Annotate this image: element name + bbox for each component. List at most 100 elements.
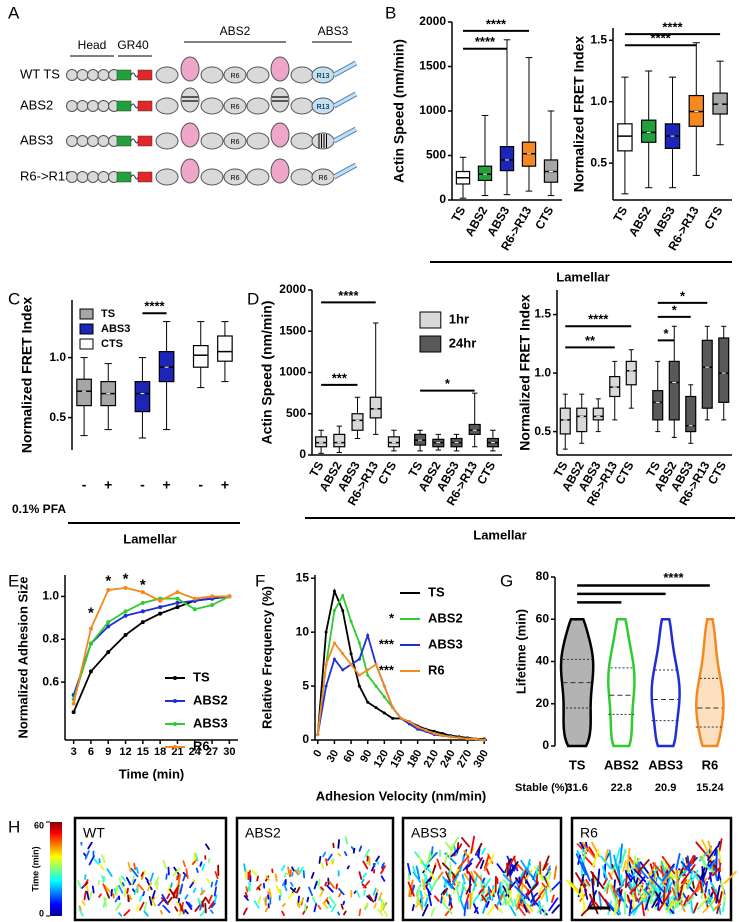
adhesion-streak (416, 886, 421, 904)
adhesion-streak (242, 907, 248, 916)
significance-label: * (445, 376, 451, 391)
adhesion-streak (137, 883, 144, 891)
significance-label: **** (338, 288, 359, 303)
x-tick-label: TS (569, 757, 586, 772)
adhesion-streak (430, 907, 435, 917)
box (468, 423, 481, 435)
y-tick-label: 0 (542, 738, 549, 752)
adhesion-streak (295, 867, 300, 873)
adhesion-streak (194, 904, 201, 912)
point (140, 600, 145, 605)
x-tick-label: CTS (612, 459, 636, 487)
adhesion-streak (302, 869, 306, 879)
adhesion-streak (617, 888, 623, 911)
colorbar-tick-label: 60 (34, 820, 44, 830)
x-axis-label: Adhesion Velocity (nm/min) (316, 788, 486, 803)
adhesion-streak (622, 860, 627, 872)
adhesion-streak (683, 894, 690, 906)
rod-domain (311, 132, 335, 150)
adhesion-streak (580, 885, 586, 908)
adhesion-streak (537, 900, 542, 910)
y-axis-label: Normalized FRET Index (571, 36, 587, 193)
green-domain (116, 171, 132, 183)
adhesion-streak (709, 858, 717, 870)
x-tick-label: 120 (372, 748, 392, 770)
adhesion-streak (541, 882, 547, 889)
adhesion-streak (715, 884, 721, 904)
adhesion-streak (346, 865, 350, 870)
adhesion-streak (376, 859, 380, 865)
adhesion-streak (569, 881, 581, 893)
point (366, 633, 370, 637)
adhesion-streak (678, 898, 686, 913)
adhesion-streak (662, 859, 675, 881)
x-tick-label: TS (449, 204, 469, 224)
adhesion-streak (502, 879, 512, 888)
rod-label: R6 (231, 139, 240, 146)
adhesion-streak (496, 863, 505, 874)
x-tick-label: 27 (206, 746, 218, 758)
adhesion-streak (81, 900, 86, 906)
adhesion-streak (344, 836, 349, 845)
legend-swatch (419, 311, 442, 329)
adhesion-streak (444, 879, 448, 897)
point (140, 609, 145, 614)
adhesion-streak (481, 877, 486, 884)
adhesion-streak (429, 872, 436, 881)
adhesion-streak (618, 887, 622, 896)
x-tick-label: CTS (375, 459, 399, 487)
adhesion-streak (257, 886, 261, 891)
adhesion-streak (185, 901, 193, 910)
red-domain (137, 100, 153, 112)
green-domain (116, 69, 132, 81)
adhesion-streak (436, 858, 442, 870)
point (71, 710, 76, 715)
adhesion-streak (352, 847, 356, 854)
adhesion-streak (323, 897, 329, 905)
x-tick-label: 90 (358, 748, 375, 765)
adhesion-streak (706, 893, 713, 903)
adhesion-streak (175, 887, 179, 899)
adhesion-streak (633, 862, 649, 880)
adhesion-streak (551, 904, 561, 914)
legend-annotation: *** (379, 662, 395, 677)
legend-label: TS (193, 669, 210, 684)
adhesion-streak (702, 898, 717, 914)
adhesion-streak (598, 891, 609, 906)
adhesion-streak (195, 867, 199, 873)
adhesion-streak (465, 893, 470, 905)
adhesion-streak (685, 879, 691, 889)
adhesion-streak (362, 860, 369, 870)
adhesion-streak (422, 862, 433, 875)
adhesion-streak (514, 885, 528, 900)
significance-label: *** (332, 370, 348, 385)
adhesion-streak (580, 903, 594, 917)
violin (559, 618, 595, 748)
colorbar (50, 822, 62, 916)
group-label: Lamellar (556, 269, 609, 284)
rod-label: R6 (231, 104, 240, 111)
rod-label: R6 (319, 175, 328, 182)
adhesion-streak (380, 875, 386, 882)
rod-domain (290, 132, 314, 150)
tail (333, 61, 357, 77)
adhesion-streak (143, 910, 149, 917)
adhesion-streak (127, 861, 132, 873)
x-tick-label: 240 (438, 748, 458, 770)
image-label: ABS3 (411, 825, 447, 841)
adhesion-streak (304, 903, 307, 912)
adhesion-streak (83, 852, 88, 858)
adhesion-streak (499, 893, 504, 901)
adhesion-streak (191, 858, 198, 865)
adhesion-streak (200, 889, 206, 896)
adhesion-streak (581, 861, 591, 882)
adhesion-streak (204, 902, 207, 914)
adhesion-streak (213, 894, 218, 903)
adhesion-streak (306, 896, 310, 903)
x-tick-label: ABS3 (648, 757, 683, 772)
adhesion-streak (475, 857, 483, 869)
adhesion-streak (103, 896, 108, 908)
point (332, 641, 336, 645)
rod-domain (246, 132, 270, 150)
adhesion-streak (644, 895, 651, 911)
